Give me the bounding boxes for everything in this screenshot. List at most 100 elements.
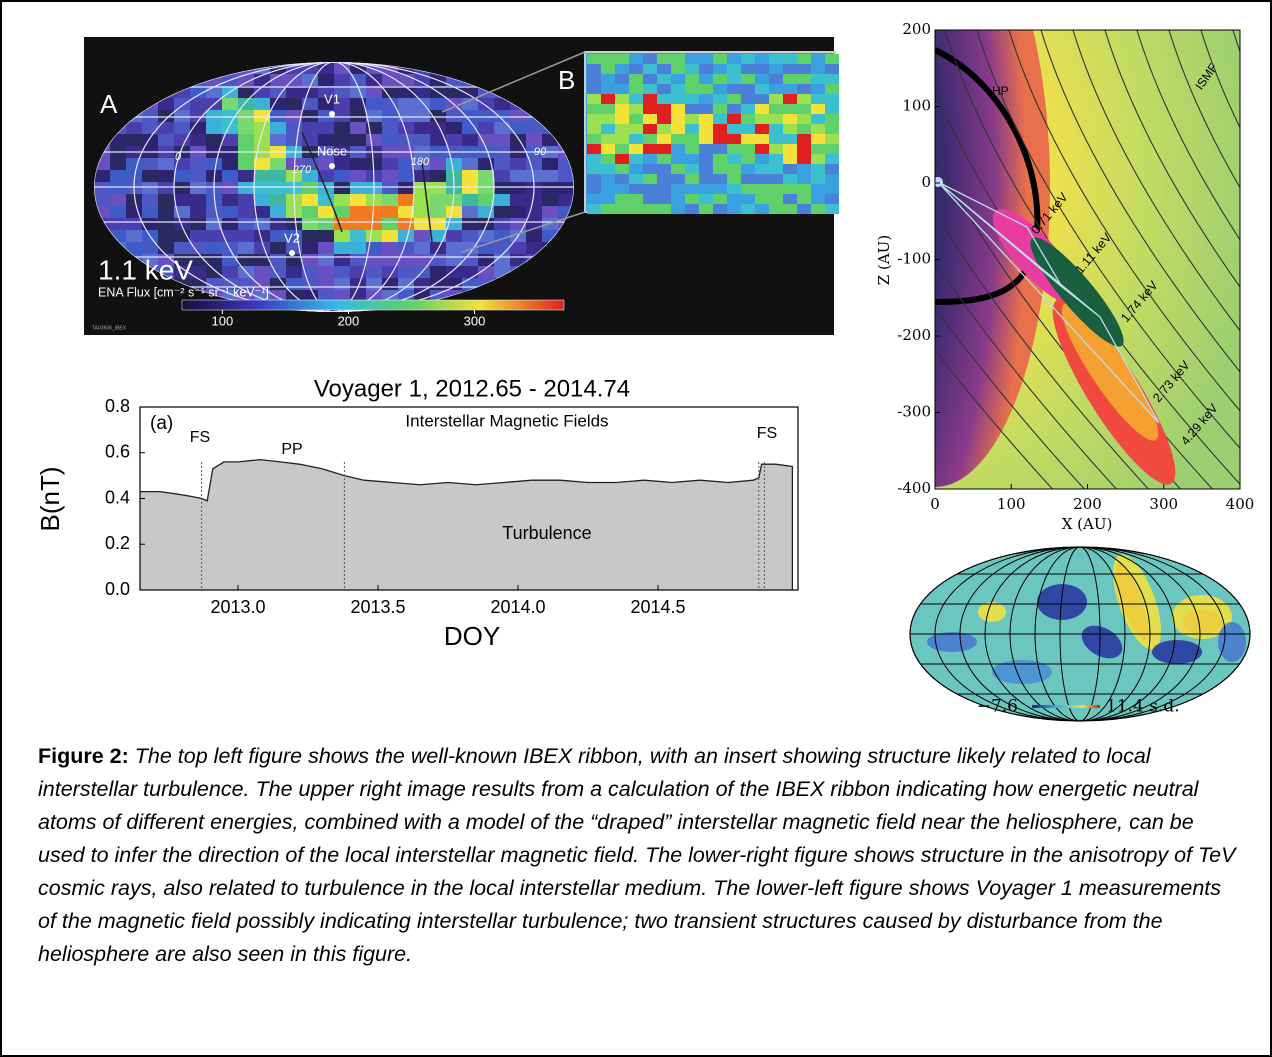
insert-pixel [783,74,797,84]
insert-pixel [727,144,741,154]
sky-pixel [414,182,430,194]
insert-pixel [657,114,671,124]
insert-pixel [643,54,657,64]
insert-pixel [587,134,601,144]
insert-pixel [643,104,657,114]
sky-pixel [126,218,142,230]
sky-pixel [238,110,254,122]
insert-pixel [769,64,783,74]
insert-pixel [769,114,783,124]
insert-pixel [797,164,811,174]
sky-pixel [190,230,206,242]
insert-pixel [629,174,643,184]
sky-pixel [462,218,478,230]
insert-pixel [587,194,601,204]
insert-pixel [825,194,839,204]
x-tick-label: 2013.0 [210,597,265,617]
insert-pixel [797,94,811,104]
sky-pixel [542,158,558,170]
insert-pixel [657,84,671,94]
sky-pixel [94,170,110,182]
sky-pixel [334,218,350,230]
insert-pixel [671,64,685,74]
insert-pixel [685,184,699,194]
sky-pixel [382,134,398,146]
sky-pixel [430,266,446,278]
insert-pixel [615,114,629,124]
caption-text: The top left figure shows the well-known… [38,744,1235,966]
x-tick-label: 2013.5 [350,597,405,617]
insert-pixel [699,124,713,134]
sky-pixel [446,122,462,134]
insert-pixel [769,184,783,194]
sky-pixel [478,98,494,110]
sky-pixel [254,194,270,206]
sky-pixel [110,170,126,182]
insert-pixel [657,154,671,164]
sky-pixel [190,182,206,194]
insert-pixel [643,144,657,154]
insert-pixel [601,174,615,184]
sky-pixel [366,98,382,110]
sky-pixel [222,158,238,170]
sky-pixel [350,170,366,182]
sky-pixel [542,170,558,182]
insert-pixel [797,204,811,214]
sky-pixel [462,158,478,170]
sky-pixel [494,194,510,206]
cosmic-ray-map [902,542,1262,732]
insert-pixel [783,154,797,164]
insert-pixel [755,54,769,64]
sky-pixel [334,122,350,134]
insert-pixel [797,194,811,204]
insert-pixel [671,84,685,94]
insert-pixel [629,94,643,104]
sky-pixel [158,218,174,230]
insert-pixel [657,204,671,214]
sky-pixel [366,266,382,278]
sky-pixel [302,182,318,194]
sky-pixel [318,230,334,242]
insert-pixel [811,104,825,114]
sky-pixel [222,242,238,254]
cr-colorbar [1032,705,1100,708]
page: A B 1.1 keV ENA Flux [cm⁻² s⁻¹ sr⁻¹ keV⁻… [0,0,1272,1057]
insert-pixel [587,84,601,94]
sky-pixel [542,206,558,218]
insert-pixel [685,194,699,204]
y-tick-label: 100 [902,97,931,115]
insert-pixel [615,74,629,84]
sky-pixel [334,110,350,122]
insert-pixel [755,134,769,144]
sky-pixel [302,242,318,254]
sky-pixel [398,134,414,146]
insert-pixel [769,104,783,114]
insert-pixel [685,164,699,174]
insert-pixel [713,54,727,64]
sky-pixel [382,170,398,182]
map-label: 270 [292,164,312,176]
sky-pixel [366,230,382,242]
annotation: (a) [150,413,173,434]
insert-pixel [615,144,629,154]
insert-pixel [741,204,755,214]
sky-pixel [238,230,254,242]
insert-pixel [713,164,727,174]
insert-pixel [797,174,811,184]
map-point [329,163,335,169]
sky-pixel [142,194,158,206]
sky-pixel [158,206,174,218]
insert-pixel [783,64,797,74]
insert-pixel [629,64,643,74]
insert-pixel [587,124,601,134]
insert-pixel [643,84,657,94]
sky-pixel [238,182,254,194]
insert-pixel [629,124,643,134]
annotation: HP [992,84,1009,98]
insert-pixel [825,154,839,164]
sky-pixel [238,254,254,266]
insert-pixel [727,134,741,144]
insert-pixel [811,94,825,104]
sky-pixel [494,110,510,122]
insert-pixel [727,94,741,104]
